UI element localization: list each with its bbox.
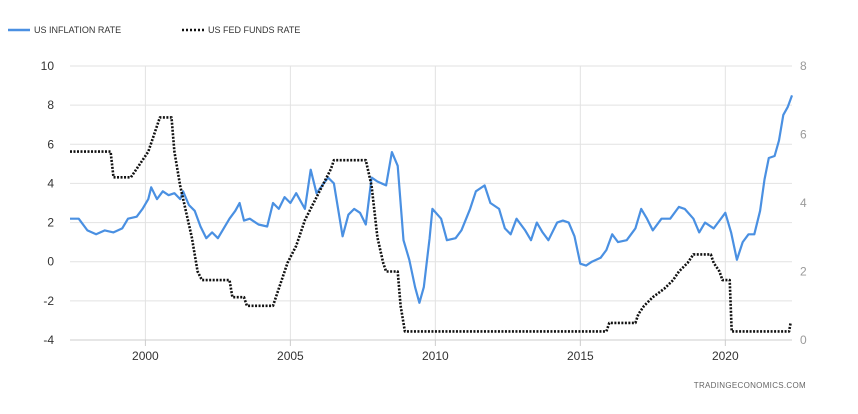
y-tick-left-label: 6 (47, 137, 54, 151)
y-tick-right-label: 4 (800, 196, 807, 210)
series-group (70, 95, 794, 333)
grid-lines (70, 65, 792, 341)
x-tick-label: 2005 (277, 349, 304, 363)
legend-item-inflation[interactable]: US INFLATION RATE (8, 25, 121, 35)
x-tick-label: 2010 (422, 349, 449, 363)
legend-label-fed-funds: US FED FUNDS RATE (208, 25, 300, 35)
y-tick-left-label: 8 (47, 98, 54, 112)
x-tick-label: 2000 (132, 349, 159, 363)
y-axis-right: 8 6 4 2 0 (800, 59, 807, 347)
fed-funds-rate-line (70, 116, 792, 333)
y-tick-left-label: 2 (47, 216, 54, 230)
legend-item-fed-funds[interactable]: US FED FUNDS RATE (182, 25, 300, 35)
y-tick-right-label: 8 (800, 59, 807, 73)
y-tick-right-label: 2 (800, 265, 807, 279)
y-tick-left-label: 4 (47, 176, 54, 190)
y-tick-left-label: -2 (43, 294, 54, 308)
inflation-rate-line (70, 95, 794, 304)
y-axis-left: 10 8 6 4 2 0 -2 -4 (41, 59, 55, 347)
y-tick-left-label: 0 (47, 255, 54, 269)
legend-svg: US INFLATION RATE US FED FUNDS RATE (8, 25, 300, 35)
y-tick-right-label: 6 (800, 128, 807, 142)
y-tick-left-label: -4 (43, 333, 54, 347)
x-axis: 2000 2005 2010 2015 2020 (70, 339, 792, 363)
y-tick-right-label: 0 (800, 333, 807, 347)
legend-label-inflation: US INFLATION RATE (34, 25, 121, 35)
y-tick-left-label: 10 (41, 59, 55, 73)
x-tick-label: 2020 (712, 349, 739, 363)
x-tick-label: 2015 (567, 349, 594, 363)
